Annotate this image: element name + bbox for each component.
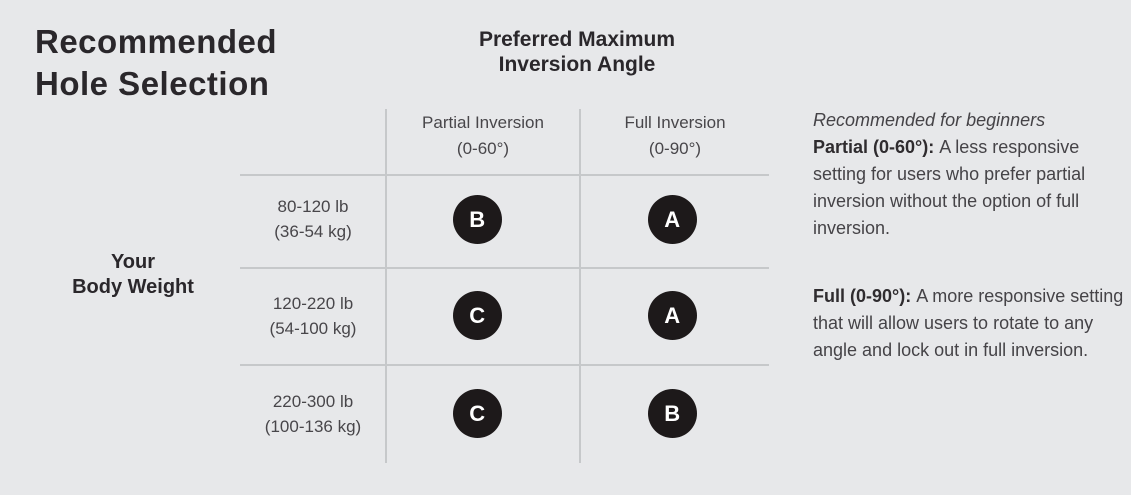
partial-setting-lead: Partial (0-60°): [813,137,935,157]
preferred-max-inversion-angle-header: Preferred Maximum Inversion Angle [397,27,757,77]
table-column-divider-2 [579,109,581,463]
partial-setting-note: Recommended for beginners Partial (0-60°… [813,107,1131,242]
table-header-line-1: Preferred Maximum [478,28,676,51]
weight-lb-row-2: 120-220 lb [272,294,354,313]
full-inversion-range: (0-90°) [648,139,702,158]
hole-letter: A [664,302,681,328]
weight-kg-row-2: (54-100 kg) [269,319,357,338]
weight-kg-row-1: (36-54 kg) [274,222,352,241]
partial-setting-text: A less responsive setting for users who … [813,137,1086,238]
body-weight-axis-label: Your Body Weight [48,250,218,300]
beginner-tip: Recommended for beginners [813,110,1046,130]
hole-badge-row-3-full: B [648,389,697,438]
table-row-divider-2 [240,267,769,269]
hole-letter: A [664,206,681,232]
page-title: Recommended Hole Selection [35,21,277,105]
column-header-full-inversion: Full Inversion (0-90°) [580,110,770,162]
hole-badge-row-1-full: A [648,195,697,244]
hole-letter: C [469,400,486,426]
weight-lb-row-3: 220-300 lb [272,392,354,411]
table-row-divider-3 [240,364,769,366]
weight-range-row-2: 120-220 lb (54-100 kg) [240,291,386,341]
partial-inversion-label: Partial Inversion [422,113,544,132]
full-setting-note: Full (0-90°): A more responsive setting t… [813,283,1131,364]
full-setting-lead: Full (0-90°): [813,286,912,306]
weight-range-row-3: 220-300 lb (100-136 kg) [240,389,386,439]
hole-letter: B [469,206,486,232]
weight-kg-row-3: (100-136 kg) [264,417,362,436]
partial-setting-description: Partial (0-60°): A less responsive settin… [813,134,1131,242]
hole-letter: B [664,400,681,426]
table-header-line-2: Inversion Angle [498,53,656,76]
page-title-line-1: Recommended [35,23,278,60]
weight-range-row-1: 80-120 lb (36-54 kg) [240,194,386,244]
hole-badge-row-1-partial: B [453,195,502,244]
page-title-line-2: Hole Selection [35,65,270,102]
hole-badge-row-3-partial: C [453,389,502,438]
body-weight-axis-line-2: Body Weight [72,276,194,298]
partial-inversion-range: (0-60°) [456,139,510,158]
table-column-divider-1 [385,109,387,463]
table-row-divider-1 [240,174,769,176]
full-setting-text: A more responsive setting that will allo… [813,286,1124,360]
column-header-partial-inversion: Partial Inversion (0-60°) [386,110,580,162]
body-weight-axis-line-1: Your [110,251,156,273]
full-setting-description: Full (0-90°): A more responsive setting t… [813,283,1131,364]
full-inversion-label: Full Inversion [624,113,726,132]
hole-badge-row-2-partial: C [453,291,502,340]
weight-lb-row-1: 80-120 lb [277,197,349,216]
hole-letter: C [469,302,486,328]
hole-badge-row-2-full: A [648,291,697,340]
